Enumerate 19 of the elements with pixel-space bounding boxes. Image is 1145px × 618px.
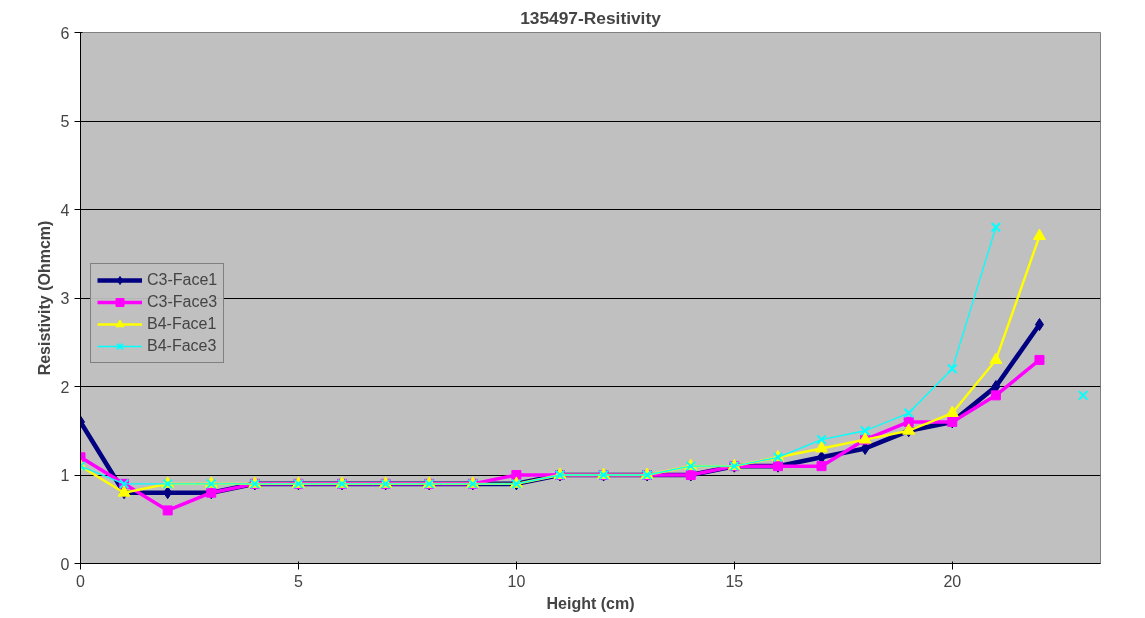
y-tick-label: 5 bbox=[60, 113, 70, 130]
y-axis-title: Resistivity (Ohmcm) bbox=[35, 220, 53, 376]
y-tick-label: 4 bbox=[60, 201, 70, 219]
x-tick-label: 10 bbox=[507, 572, 526, 590]
x-axis-title: Height (cm) bbox=[546, 594, 635, 612]
legend-label: B4-Face3 bbox=[147, 337, 217, 355]
legend-label: B4-Face1 bbox=[147, 315, 217, 333]
x-tick-label: 15 bbox=[725, 572, 744, 590]
x-tick-label: 0 bbox=[76, 572, 86, 590]
y-tick-label: 6 bbox=[60, 24, 70, 42]
y-tick-label: 2 bbox=[60, 378, 70, 396]
x-tick-label: 20 bbox=[943, 572, 962, 590]
y-tick-label: 3 bbox=[60, 290, 70, 307]
y-tick-label: 0 bbox=[60, 555, 70, 573]
legend-label: C3-Face3 bbox=[147, 293, 218, 311]
x-tick-label: 5 bbox=[294, 572, 303, 590]
y-tick-label: 1 bbox=[60, 467, 70, 484]
legend-label: C3-Face1 bbox=[147, 271, 218, 289]
chart-title: 135497-Resitivity bbox=[520, 7, 662, 28]
